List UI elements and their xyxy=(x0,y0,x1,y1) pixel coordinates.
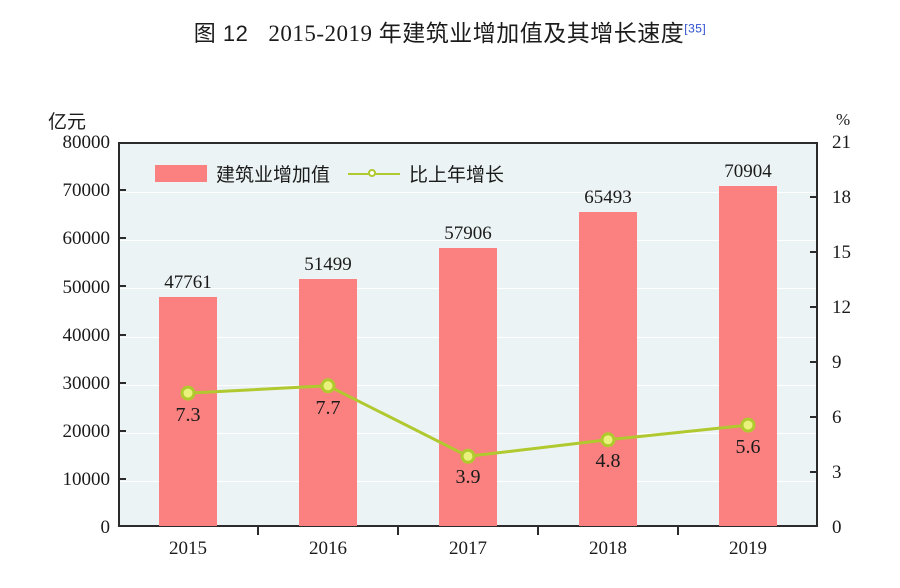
x-tick-2018: 2018 xyxy=(589,538,627,559)
x-tickmark-4 xyxy=(677,527,679,535)
right-tickmark-15 xyxy=(810,251,818,253)
left-tickmark-40000 xyxy=(118,333,126,336)
growth-marker-2016 xyxy=(320,378,336,394)
growth-marker-2018 xyxy=(600,432,616,448)
right-tick-6: 6 xyxy=(832,407,842,428)
left-tickmark-20000 xyxy=(118,429,126,432)
bar-value-2015: 47761 xyxy=(164,272,212,293)
left-axis-unit: 亿元 xyxy=(48,112,87,133)
left-tickmark-70000 xyxy=(118,189,126,192)
left-tick-10000: 10000 xyxy=(62,469,111,490)
right-axis-unit: % xyxy=(836,110,851,129)
x-tick-2016: 2016 xyxy=(309,538,347,559)
growth-line xyxy=(186,384,750,458)
x-tickmark-3 xyxy=(537,527,539,535)
x-tick-2015: 2015 xyxy=(169,538,207,559)
right-tick-0: 0 xyxy=(832,517,842,538)
growth-value-2019: 5.6 xyxy=(735,436,761,458)
left-tick-30000: 30000 xyxy=(62,373,111,394)
growth-marker-2015 xyxy=(180,385,196,401)
right-tickmark-3 xyxy=(810,471,818,473)
chart-title: 图 12 2015-2019 年建筑业增加值及其增长速度[35] xyxy=(0,14,900,48)
bar-2016 xyxy=(299,279,357,526)
left-tick-60000: 60000 xyxy=(62,228,111,249)
left-tick-40000: 40000 xyxy=(62,325,111,346)
right-tick-15: 15 xyxy=(832,242,851,263)
gridline-70000 xyxy=(120,192,816,194)
growth-value-2016: 7.7 xyxy=(315,397,341,419)
right-tickmark-12 xyxy=(810,306,818,308)
right-tick-3: 3 xyxy=(832,462,842,483)
footnote-marker: [35] xyxy=(684,21,707,36)
gridline-60000 xyxy=(120,240,816,242)
left-tickmark-30000 xyxy=(118,381,126,384)
x-tick-2017: 2017 xyxy=(449,538,487,559)
right-tick-9: 9 xyxy=(832,352,842,373)
legend-line-swatch-icon xyxy=(348,167,401,181)
x-tick-2019: 2019 xyxy=(729,538,767,559)
bar-2019 xyxy=(719,185,777,526)
x-tickmark-1 xyxy=(257,527,259,535)
right-tick-18: 18 xyxy=(832,187,851,208)
growth-line-chart xyxy=(180,378,756,464)
bar-value-2019: 70904 xyxy=(724,161,772,182)
growth-value-2017: 3.9 xyxy=(455,466,481,488)
legend-bar-swatch-icon xyxy=(155,165,207,182)
bar-2017 xyxy=(439,248,497,526)
legend-entry-bar: 建筑业增加值 xyxy=(155,160,330,187)
bar-value-2017: 57906 xyxy=(444,223,492,244)
growth-value-2015: 7.3 xyxy=(175,404,201,426)
growth-value-2018: 4.8 xyxy=(595,450,621,472)
right-tickmark-9 xyxy=(810,361,818,363)
right-tick-21: 21 xyxy=(832,132,851,153)
left-tick-80000: 80000 xyxy=(62,132,111,153)
growth-marker-2019 xyxy=(740,417,756,433)
x-tickmark-2 xyxy=(397,527,399,535)
left-tickmark-50000 xyxy=(118,285,126,288)
bar-2015 xyxy=(159,297,217,526)
right-tickmark-18 xyxy=(810,196,818,198)
title-text: 2015-2019 年建筑业增加值及其增长速度 xyxy=(268,21,685,46)
bar-2018 xyxy=(579,211,637,526)
left-tickmark-10000 xyxy=(118,477,126,480)
legend-entry-line: 比上年增长 xyxy=(348,160,504,187)
left-tick-20000: 20000 xyxy=(62,421,111,442)
legend-line-label: 比上年增长 xyxy=(409,165,505,186)
left-tick-0: 0 xyxy=(100,517,111,538)
right-tickmark-6 xyxy=(810,416,818,418)
legend-bar-label: 建筑业增加值 xyxy=(216,165,331,186)
left-tick-70000: 70000 xyxy=(62,180,111,201)
bar-value-2018: 65493 xyxy=(584,187,632,208)
chart-legend: 建筑业增加值 比上年增长 xyxy=(155,160,504,187)
left-tick-50000: 50000 xyxy=(62,277,111,298)
growth-marker-2017 xyxy=(460,448,476,464)
left-tickmark-60000 xyxy=(118,237,126,240)
figure-number: 图 12 xyxy=(193,21,249,46)
bar-value-2016: 51499 xyxy=(304,254,352,275)
right-tick-12: 12 xyxy=(832,297,851,318)
